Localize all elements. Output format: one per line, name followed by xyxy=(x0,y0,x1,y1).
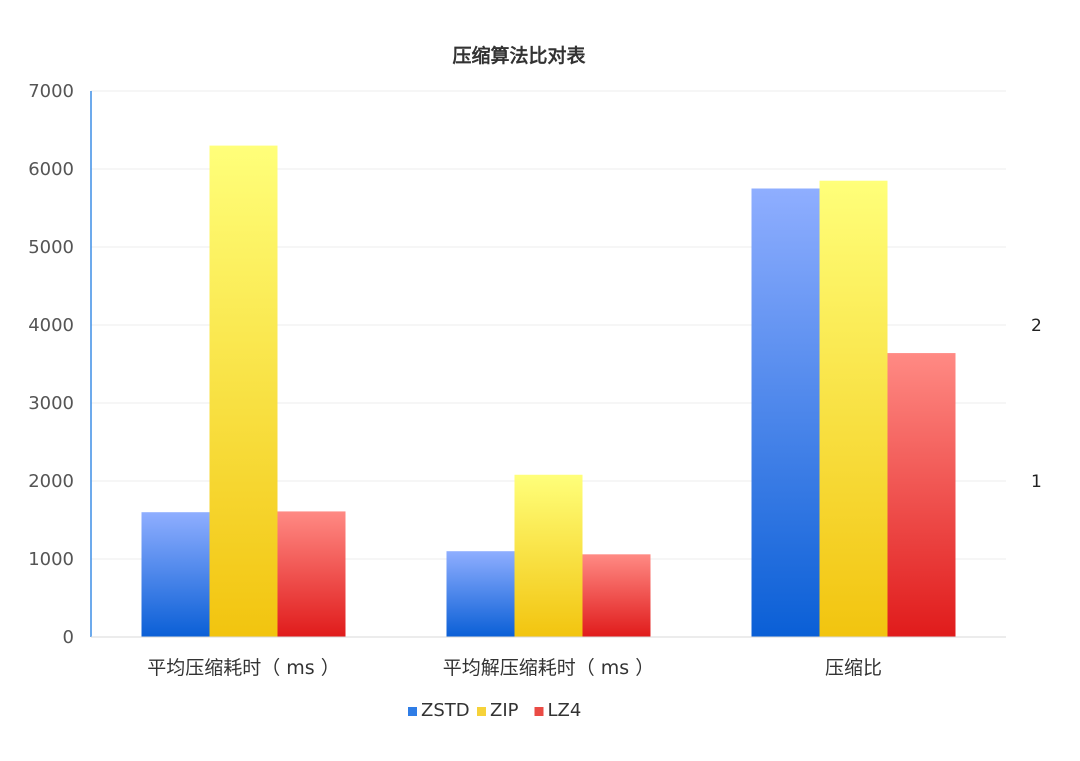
chart-title: 压缩算法比对表 xyxy=(452,44,586,67)
y-tick-label: 2000 xyxy=(28,471,74,492)
bar-zstd-2 xyxy=(751,188,820,637)
bar-zip-2 xyxy=(819,180,888,637)
y-tick-label: 3000 xyxy=(28,393,74,414)
bars xyxy=(141,145,956,637)
bar-lz4-2 xyxy=(887,353,956,637)
legend-swatch-lz4 xyxy=(534,707,544,716)
bar-zip-0 xyxy=(209,145,278,637)
y-axis-ticks: 0 1000 2000 3000 4000 5000 6000 7000 xyxy=(28,81,74,648)
y-tick-label: 4000 xyxy=(28,315,74,336)
right-axis-label: 2 xyxy=(1031,316,1042,336)
right-axis-ticks: 21 xyxy=(1031,316,1042,492)
bar-zstd-0 xyxy=(141,512,210,637)
bar-lz4-0 xyxy=(277,511,346,637)
legend-label-zip: ZIP xyxy=(490,700,519,721)
legend-swatch-zstd xyxy=(408,707,417,716)
bar-zstd-1 xyxy=(446,551,515,637)
bar-zip-1 xyxy=(514,474,583,637)
legend-label-lz4: LZ4 xyxy=(548,700,582,721)
y-tick-label: 5000 xyxy=(28,237,74,258)
x-tick-label: 平均解压缩耗时（ ms ） xyxy=(443,657,655,679)
axes xyxy=(90,91,1006,638)
y-tick-label: 7000 xyxy=(28,81,74,102)
right-axis-label: 1 xyxy=(1031,472,1042,492)
bar-lz4-1 xyxy=(582,554,651,637)
x-axis-labels: 平均压缩耗时（ ms ） 平均解压缩耗时（ ms ） 压缩比 xyxy=(147,657,882,679)
legend-label-zstd: ZSTD xyxy=(421,700,470,721)
y-tick-label: 6000 xyxy=(28,159,74,180)
y-tick-label: 1000 xyxy=(28,549,74,570)
x-tick-label: 平均压缩耗时（ ms ） xyxy=(147,657,340,679)
legend: ZSTD ZIP LZ4 xyxy=(408,700,581,721)
y-tick-label: 0 xyxy=(63,627,74,648)
x-tick-label: 压缩比 xyxy=(825,657,882,679)
legend-swatch-zip xyxy=(477,707,486,716)
